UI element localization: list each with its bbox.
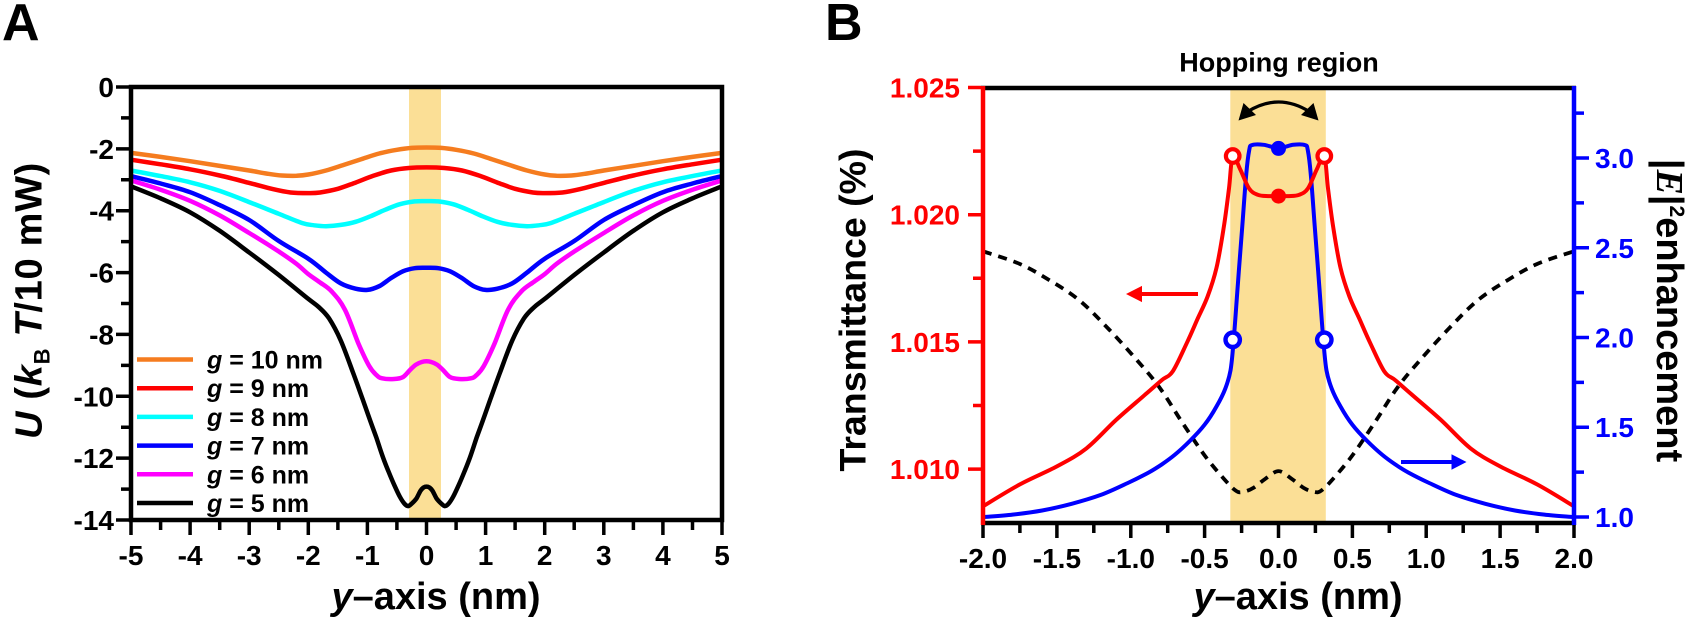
svg-text:-10: -10 bbox=[74, 381, 114, 412]
svg-text:1.020: 1.020 bbox=[890, 200, 960, 231]
svg-text:1.0: 1.0 bbox=[1407, 543, 1446, 574]
svg-text:-0.5: -0.5 bbox=[1180, 543, 1228, 574]
svg-text:0: 0 bbox=[419, 540, 435, 571]
svg-text:-14: -14 bbox=[74, 505, 115, 536]
svg-text:-1: -1 bbox=[355, 540, 380, 571]
svg-text:-2: -2 bbox=[296, 540, 321, 571]
svg-text:g = 10 nm: g = 10 nm bbox=[206, 347, 323, 375]
svg-text:1.5: 1.5 bbox=[1595, 412, 1634, 443]
svg-text:3: 3 bbox=[596, 540, 612, 571]
svg-text:-4: -4 bbox=[178, 540, 203, 571]
svg-text:1.5: 1.5 bbox=[1481, 543, 1520, 574]
svg-text:-3: -3 bbox=[237, 540, 262, 571]
svg-text:A: A bbox=[2, 0, 40, 52]
svg-text:2: 2 bbox=[537, 540, 553, 571]
svg-text:-2: -2 bbox=[89, 134, 114, 165]
svg-text:0.0: 0.0 bbox=[1259, 543, 1298, 574]
svg-text:Hopping region: Hopping region bbox=[1179, 48, 1378, 78]
svg-text:-2.0: -2.0 bbox=[959, 543, 1007, 574]
svg-text:Transmittance (%): Transmittance (%) bbox=[832, 149, 874, 472]
svg-text:4: 4 bbox=[655, 540, 671, 571]
svg-text:2.0: 2.0 bbox=[1555, 543, 1594, 574]
svg-text:-5: -5 bbox=[119, 540, 144, 571]
svg-text:2.0: 2.0 bbox=[1595, 323, 1634, 354]
svg-text:y–axis (nm): y–axis (nm) bbox=[1191, 576, 1402, 618]
svg-text:1.010: 1.010 bbox=[890, 454, 960, 485]
svg-text:y–axis (nm): y–axis (nm) bbox=[329, 576, 540, 618]
svg-text:g = 8 nm: g = 8 nm bbox=[206, 404, 309, 432]
svg-text:-8: -8 bbox=[89, 319, 114, 350]
svg-text:1: 1 bbox=[478, 540, 494, 571]
svg-text:5: 5 bbox=[714, 540, 730, 571]
svg-text:2.5: 2.5 bbox=[1595, 233, 1634, 264]
svg-text:0: 0 bbox=[98, 72, 114, 103]
svg-text:B: B bbox=[825, 0, 863, 52]
svg-text:g = 9 nm: g = 9 nm bbox=[206, 375, 309, 403]
svg-text:3.0: 3.0 bbox=[1595, 143, 1634, 174]
svg-text:-1.5: -1.5 bbox=[1033, 543, 1081, 574]
svg-text:-4: -4 bbox=[89, 196, 114, 227]
svg-text:|E|2enhancement: |E|2enhancement bbox=[1648, 159, 1690, 463]
svg-text:U (kB T/10 mW): U (kB T/10 mW) bbox=[9, 162, 55, 439]
svg-text:1.0: 1.0 bbox=[1595, 502, 1634, 533]
svg-text:-1.0: -1.0 bbox=[1107, 543, 1155, 574]
svg-text:1.015: 1.015 bbox=[890, 327, 960, 358]
svg-text:-6: -6 bbox=[89, 258, 114, 289]
svg-text:-12: -12 bbox=[74, 443, 114, 474]
svg-text:g = 6 nm: g = 6 nm bbox=[206, 461, 309, 489]
svg-text:g = 5 nm: g = 5 nm bbox=[206, 490, 309, 518]
svg-text:0.5: 0.5 bbox=[1333, 543, 1372, 574]
svg-text:g = 7 nm: g = 7 nm bbox=[206, 433, 309, 461]
svg-text:1.025: 1.025 bbox=[890, 73, 960, 104]
